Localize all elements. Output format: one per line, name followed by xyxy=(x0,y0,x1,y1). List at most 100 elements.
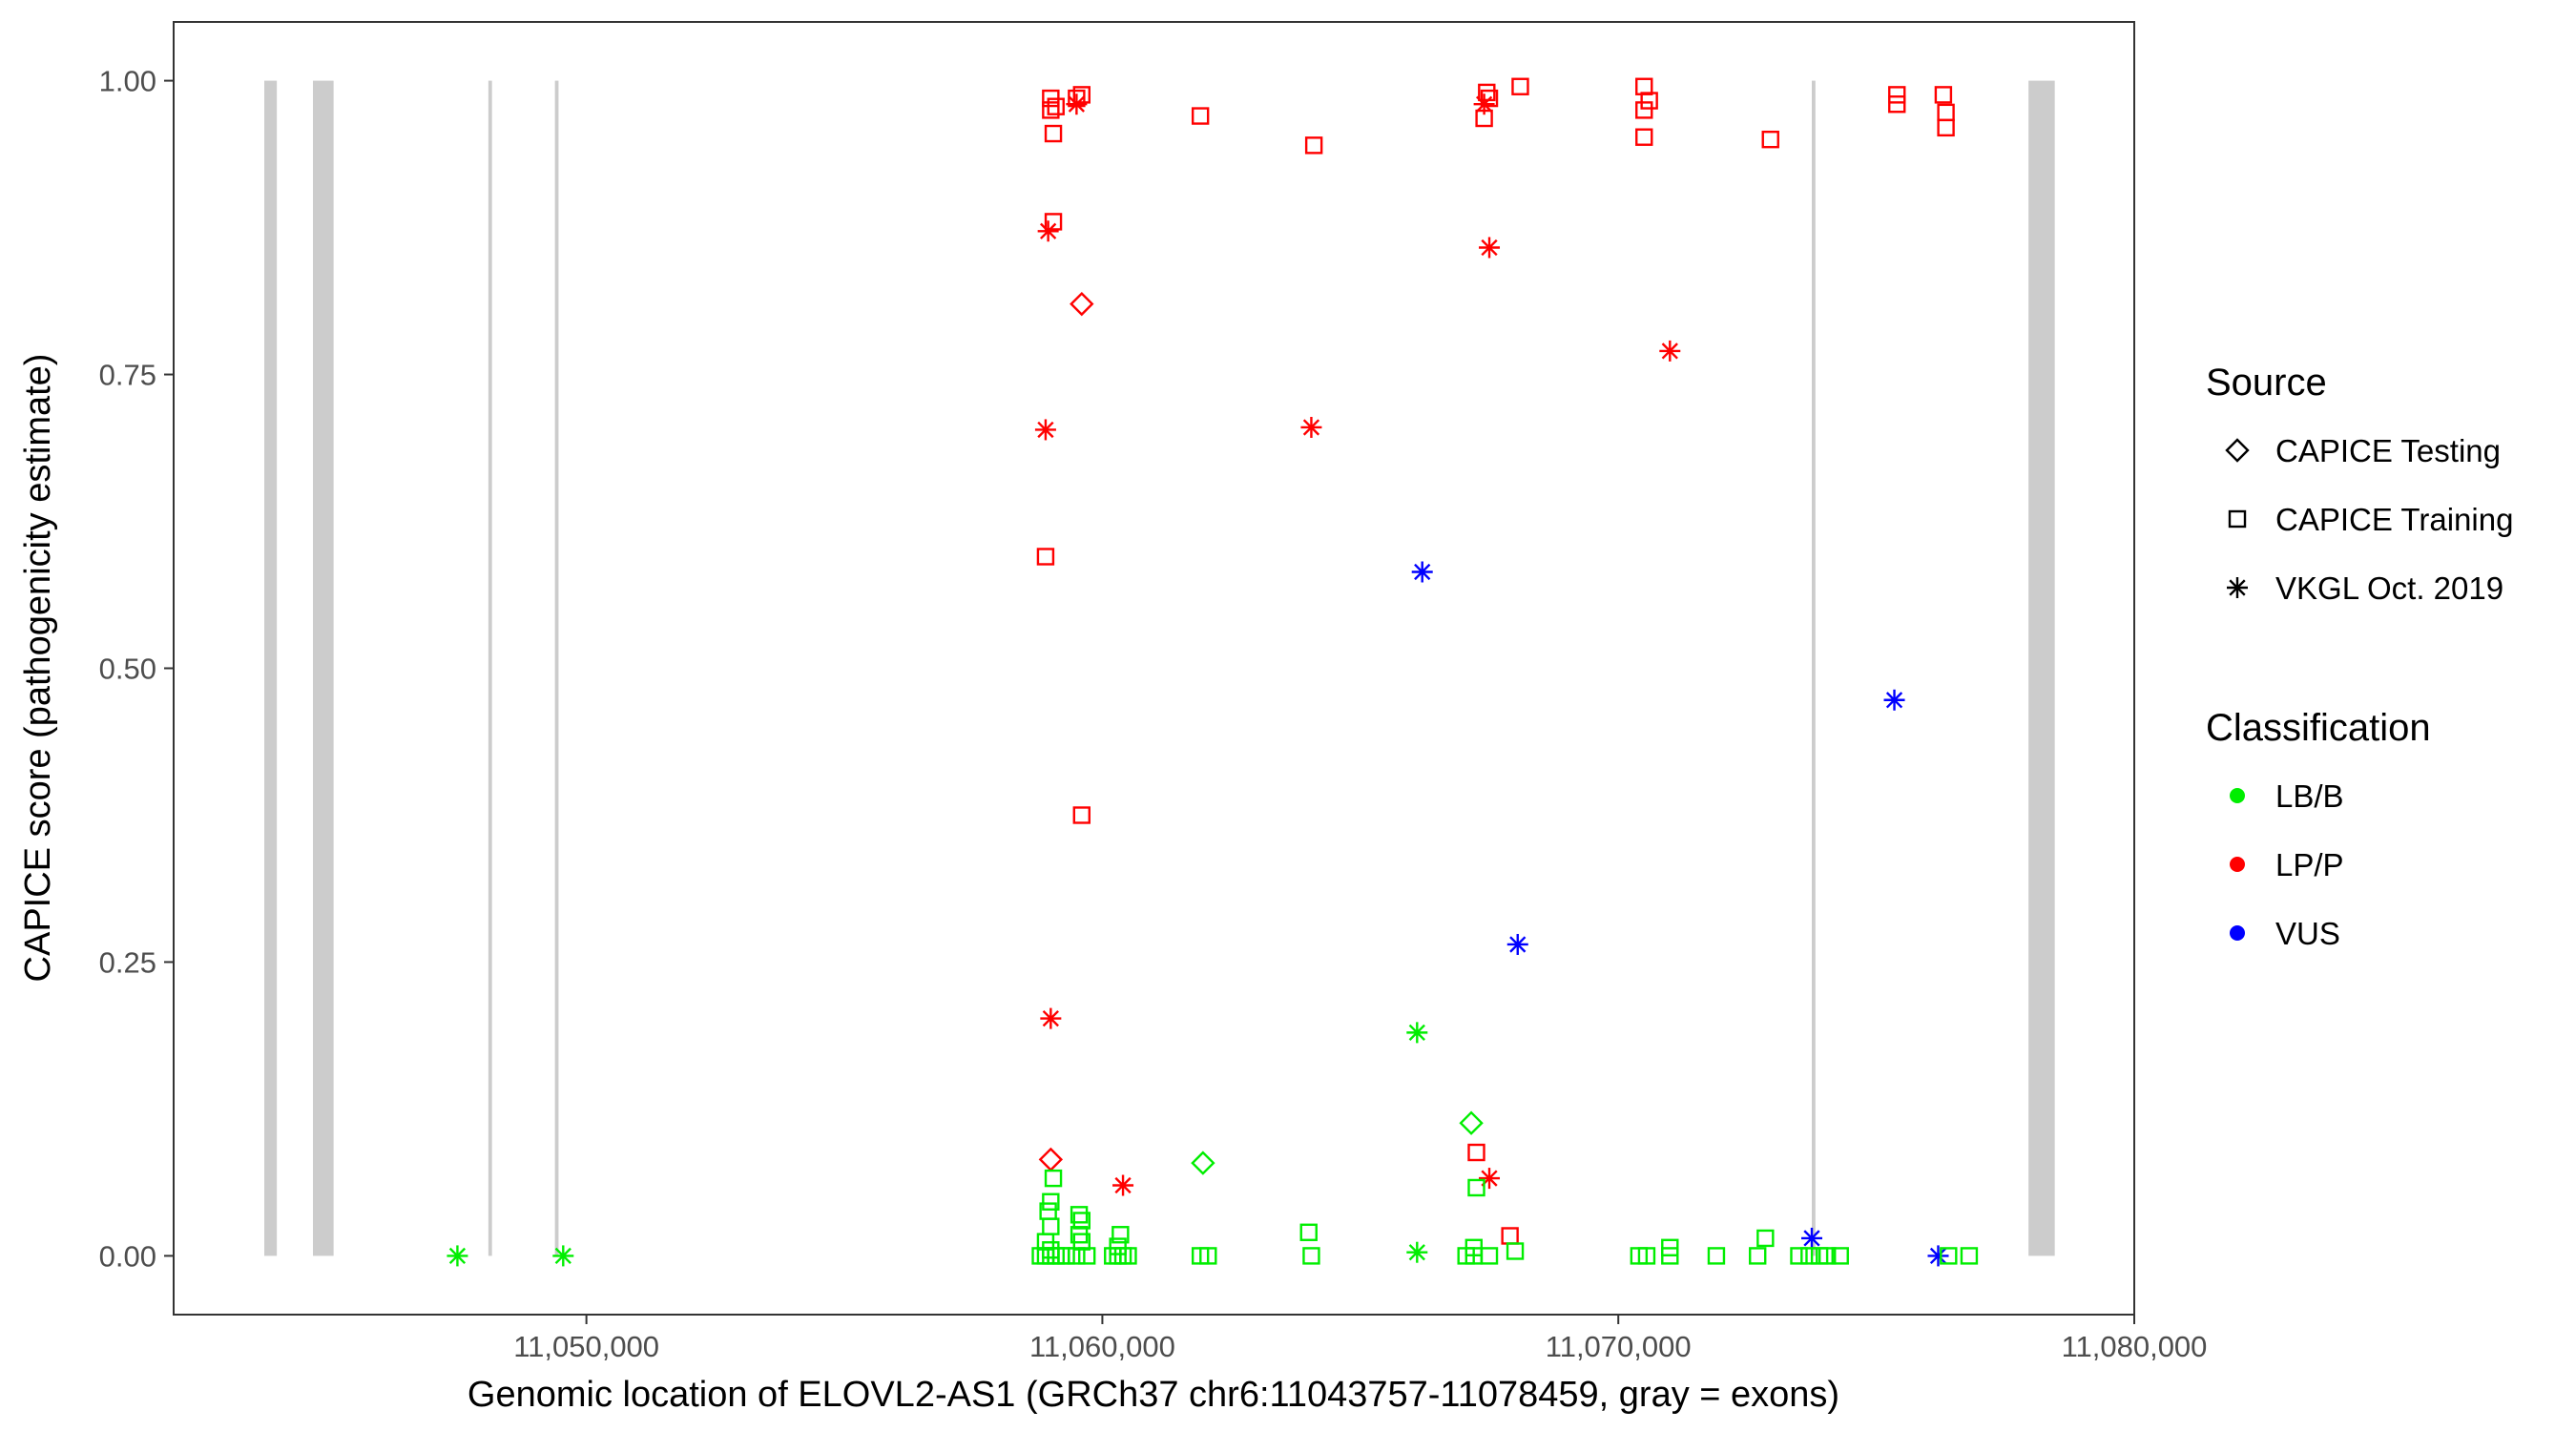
legend-source-label: VKGL Oct. 2019 xyxy=(2275,570,2503,606)
data-point xyxy=(1756,1229,1775,1248)
data-point xyxy=(1191,1151,1215,1175)
x-tick-label: 11,070,000 xyxy=(1546,1330,1692,1363)
data-point xyxy=(1506,933,1528,955)
y-axis: 0.00 0.25 0.50 0.75 1.00 xyxy=(99,65,174,1273)
data-point xyxy=(1036,548,1055,566)
legend-class-label: LP/P xyxy=(2275,847,2344,882)
data-point xyxy=(447,1245,468,1267)
data-point xyxy=(1635,77,1653,95)
data-point xyxy=(1749,1247,1767,1265)
data-point xyxy=(1707,1247,1726,1265)
data-point xyxy=(1800,1247,1818,1265)
x-tick-label: 11,060,000 xyxy=(1029,1330,1175,1363)
data-point xyxy=(1406,1241,1428,1263)
data-point xyxy=(552,1245,574,1267)
data-point xyxy=(1042,101,1060,119)
data-point xyxy=(1801,1227,1823,1249)
data-point xyxy=(1640,92,1658,110)
y-tick-label: 0.50 xyxy=(99,653,156,686)
y-tick-label: 0.75 xyxy=(99,359,156,392)
data-point xyxy=(1937,118,1955,137)
point-layer xyxy=(447,77,1979,1267)
data-point xyxy=(1940,1247,1958,1265)
legend-square-key xyxy=(2228,509,2247,529)
exon-band xyxy=(1812,80,1816,1256)
x-tick-label: 11,080,000 xyxy=(2062,1330,2208,1363)
data-point xyxy=(1066,93,1088,115)
data-point xyxy=(1661,1247,1679,1265)
data-point xyxy=(1934,86,1953,104)
data-point xyxy=(1072,1212,1091,1230)
data-point xyxy=(1888,86,1906,104)
data-point xyxy=(1302,1247,1320,1265)
legend-source-label: CAPICE Testing xyxy=(2275,433,2501,468)
data-point xyxy=(1040,1007,1062,1029)
exon-band xyxy=(264,80,278,1256)
data-point xyxy=(1044,1169,1063,1188)
data-point xyxy=(1072,806,1091,824)
legend-asterisk-key xyxy=(2227,577,2248,598)
data-point xyxy=(1406,1022,1428,1044)
data-point xyxy=(1304,136,1323,155)
data-point xyxy=(1047,97,1065,115)
data-point xyxy=(1109,1237,1127,1255)
data-point xyxy=(1480,89,1499,108)
legend-color-key xyxy=(2230,857,2245,872)
legend-diamond-key xyxy=(2225,438,2250,463)
y-axis-label: CAPICE score (pathogenicity estimate) xyxy=(18,354,58,983)
data-point xyxy=(1888,95,1906,114)
data-point xyxy=(1112,1174,1134,1196)
legend-source-items: CAPICE Testing CAPICE Training VKGL Oct. 2… xyxy=(2225,433,2513,606)
exon-band xyxy=(488,80,492,1256)
data-point xyxy=(1070,1206,1089,1224)
data-point xyxy=(1480,1247,1499,1265)
data-point xyxy=(1506,1242,1525,1260)
data-point xyxy=(1077,1247,1096,1265)
legend-color-key xyxy=(2230,788,2245,803)
legend-class-label: LB/B xyxy=(2275,778,2344,814)
data-point xyxy=(1459,1110,1484,1135)
data-point xyxy=(1659,340,1681,362)
data-point xyxy=(1119,1247,1137,1265)
data-point xyxy=(1199,1247,1217,1265)
exon-band xyxy=(2028,80,2055,1256)
x-tick-label: 11,050,000 xyxy=(513,1330,659,1363)
legend-class-items: LB/B LP/P VUS xyxy=(2230,778,2344,951)
x-axis: 11,050,000 11,060,000 11,070,000 11,080,000 xyxy=(513,1315,2207,1363)
data-point xyxy=(1467,1143,1485,1162)
data-point xyxy=(1927,1245,1949,1267)
legend-source-title: Source xyxy=(2206,362,2327,404)
data-point xyxy=(1034,419,1056,441)
data-point xyxy=(1037,220,1059,242)
data-point xyxy=(1475,109,1493,128)
data-point xyxy=(1191,107,1210,125)
data-point xyxy=(1044,213,1063,231)
legend-class-label: VUS xyxy=(2275,916,2340,951)
data-point xyxy=(1300,416,1322,438)
data-point xyxy=(1057,1247,1075,1265)
data-point xyxy=(1883,689,1905,711)
data-point xyxy=(1042,1192,1060,1211)
data-point xyxy=(1044,124,1063,143)
data-point xyxy=(1831,1247,1849,1265)
data-point xyxy=(1960,1247,1979,1265)
data-point xyxy=(1635,128,1653,146)
data-point xyxy=(1111,1226,1130,1244)
data-point xyxy=(1411,561,1433,583)
exon-band xyxy=(554,80,559,1256)
legend-source-label: CAPICE Training xyxy=(2275,502,2513,537)
data-point xyxy=(1467,1178,1485,1197)
data-point xyxy=(1761,130,1779,149)
data-point xyxy=(1479,1168,1501,1190)
data-point xyxy=(1299,1223,1318,1241)
y-tick-label: 1.00 xyxy=(99,65,156,98)
exon-band xyxy=(313,80,334,1256)
data-point xyxy=(1511,77,1529,95)
legend-class-title: Classification xyxy=(2206,707,2431,749)
panel-background xyxy=(174,22,2134,1315)
exon-band-layer xyxy=(264,80,2055,1256)
data-point xyxy=(1479,237,1501,259)
data-point xyxy=(1070,291,1094,317)
data-point xyxy=(1068,1247,1086,1265)
